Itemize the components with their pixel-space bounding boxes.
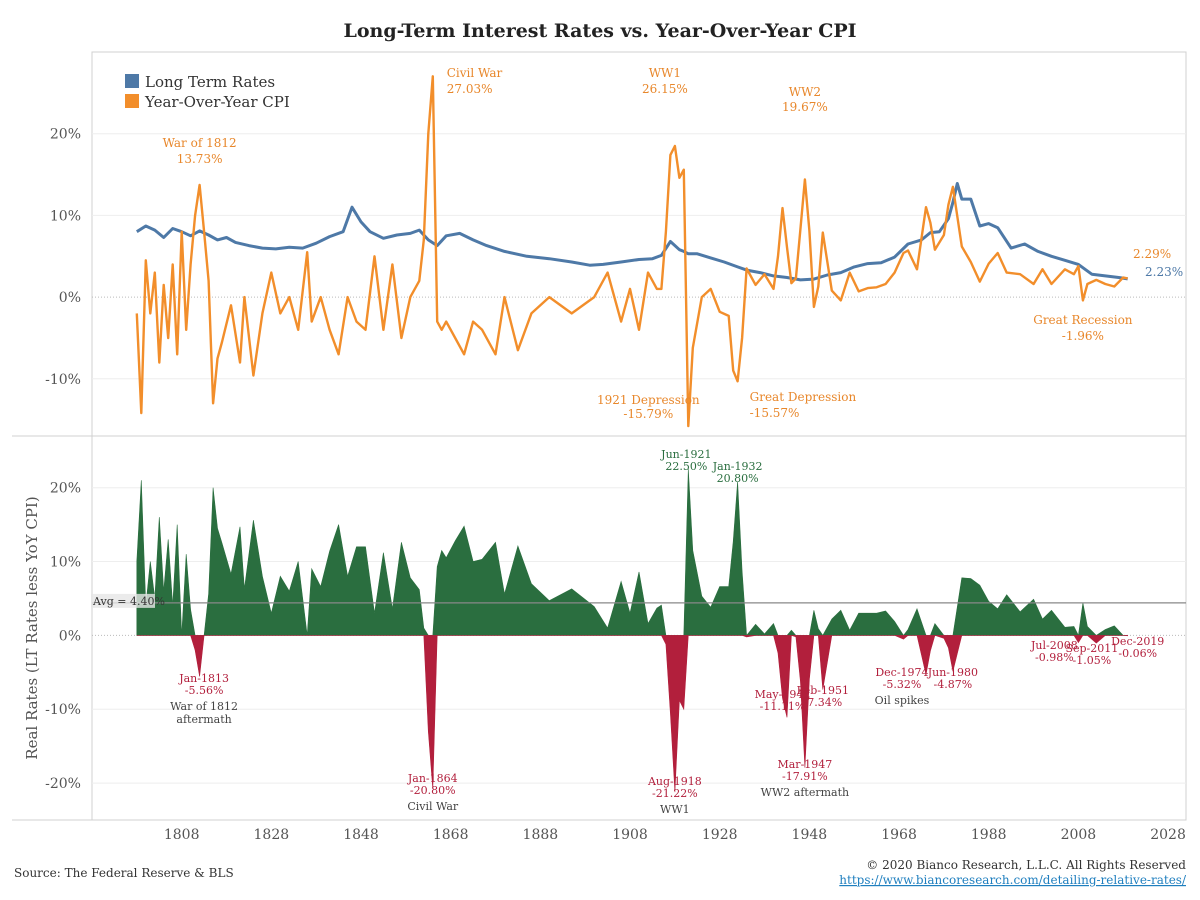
bottom-annotation-value: -20.80% [410, 784, 456, 797]
bottom-annotation-note: Oil spikes [875, 694, 930, 707]
series-line-long-term-rates [135, 182, 1128, 282]
top-annotation-label: Civil War [447, 66, 503, 80]
bottom-annotation-date: Mar-1947 [777, 758, 832, 771]
end-label-yoy-cpi: 2.29% [1133, 247, 1171, 261]
top-annotation-label: War of 1812 [163, 136, 237, 150]
bottom-annotation-value: -5.32% [883, 678, 922, 691]
chart-title: Long-Term Interest Rates vs. Year-Over-Y… [343, 20, 856, 42]
bottom-y-tick-label: 0% [59, 628, 81, 644]
top-annotation-value: 27.03% [447, 82, 493, 96]
real-rates-negative-area [136, 634, 1128, 793]
bottom-y-tick-label: -20% [45, 776, 81, 792]
bottom-annotation-date: Jun-1980 [927, 666, 978, 679]
top-y-tick-label: 0% [59, 290, 81, 306]
bottom-annotation-note: War of 1812 [170, 700, 238, 713]
x-tick-label: 1808 [164, 827, 200, 843]
bottom-annotation-date: Dec-2019 [1111, 635, 1164, 648]
bottom-annotation-date: Sep-2011 [1065, 642, 1118, 655]
bottom-y-tick-label: 20% [50, 481, 81, 497]
x-tick-label: 1928 [702, 827, 738, 843]
bottom-annotation-date: Jul-2008 [1030, 639, 1078, 652]
legend-swatch-long-term-rates [125, 74, 139, 88]
top-annotation-label: Great Depression [750, 390, 857, 404]
source-link[interactable]: https://www.biancoresearch.com/detailing… [839, 873, 1187, 887]
end-label-long-term-rates: 2.23% [1145, 265, 1183, 279]
bottom-annotation-note: aftermath [176, 713, 231, 726]
bottom-y-tick-label: 10% [50, 555, 81, 571]
top-annotation-value: -15.57% [750, 406, 800, 420]
real-rates-positive-area [136, 469, 1128, 637]
top-annotation-value: 13.73% [177, 152, 223, 166]
bottom-annotation-value: 20.80% [717, 472, 759, 485]
bottom-annotation-value: -0.06% [1118, 647, 1157, 660]
top-y-tick-label: 10% [50, 208, 81, 224]
bottom-annotation-date: Jan-1932 [712, 460, 763, 473]
x-tick-label: 1948 [792, 827, 828, 843]
top-annotation-value: -1.96% [1062, 329, 1104, 343]
x-tick-label: 1968 [881, 827, 917, 843]
top-annotation-value: -15.79% [623, 407, 673, 421]
top-annotation-label: 1921 Depression [597, 393, 700, 407]
bottom-annotation-date: Jan-1813 [178, 672, 229, 685]
x-tick-label: 2008 [1061, 827, 1097, 843]
x-tick-label: 1848 [343, 827, 379, 843]
bottom-annotation-value: -11.11% [760, 700, 806, 713]
x-tick-label: 2028 [1150, 827, 1186, 843]
series-line-yoy-cpi [135, 75, 1128, 428]
bottom-annotation-note: WW2 aftermath [761, 786, 849, 799]
average-label-bg [91, 593, 155, 608]
bottom-annotation-date: Jan-1864 [407, 772, 458, 785]
source-note: Source: The Federal Reserve & BLS [14, 866, 234, 880]
bottom-annotation-value: -5.56% [185, 684, 224, 697]
bottom-annotation-date: Feb-1951 [797, 684, 849, 697]
bottom-annotation-value: -4.87% [934, 678, 973, 691]
bottom-annotation-note: WW1 [660, 803, 690, 816]
legend-label-yoy-cpi: Year-Over-Year CPI [144, 93, 290, 111]
x-tick-label: 1828 [254, 827, 290, 843]
bottom-annotation-value: 22.50% [665, 460, 707, 473]
bottom-annotation-date: Jun-1921 [660, 448, 711, 461]
x-tick-label: 1868 [433, 827, 469, 843]
legend-swatch-yoy-cpi [125, 94, 139, 108]
average-label: Avg = 4.40% [92, 595, 165, 608]
bottom-annotation-value: -1.05% [1073, 654, 1112, 667]
bottom-y-axis-label: Real Rates (LT Rates less YoY CPI) [23, 496, 41, 759]
top-annotation-label: Great Recession [1033, 313, 1133, 327]
x-tick-label: 1888 [523, 827, 559, 843]
x-tick-label: 1908 [612, 827, 648, 843]
top-annotation-label: WW2 [789, 85, 821, 99]
bottom-annotation-date: Dec-1974 [875, 666, 928, 679]
top-y-tick-label: 20% [50, 127, 81, 143]
x-tick-label: 1988 [971, 827, 1007, 843]
bottom-annotation-value: -7.34% [803, 696, 842, 709]
top-annotation-value: 26.15% [642, 82, 688, 96]
copyright-note: © 2020 Bianco Research, L.L.C. All Right… [866, 858, 1186, 872]
bottom-annotation-date: Aug-1918 [647, 775, 702, 788]
legend-label-long-term-rates: Long Term Rates [145, 73, 275, 91]
top-annotation-value: 19.67% [782, 100, 828, 114]
bottom-y-tick-label: -10% [45, 702, 81, 718]
bottom-annotation-value: -17.91% [782, 770, 828, 783]
top-annotation-label: WW1 [649, 66, 681, 80]
bottom-annotation-value: -0.98% [1035, 651, 1074, 664]
top-y-tick-label: -10% [45, 372, 81, 388]
bottom-annotation-note: Civil War [407, 800, 459, 813]
bottom-annotation-date: May-1942 [755, 688, 811, 701]
top-panel: 20% 10% 0% -10% War of 1812 13.73% Civil War 27… [45, 66, 1186, 428]
bottom-panel: 20% 10% 0% -10% -20% Avg = 4.40% 1808 1828 1848 1… [45, 448, 1186, 843]
bottom-annotation-value: -21.22% [652, 787, 698, 800]
legend: Long Term Rates Year-Over-Year CPI [125, 73, 290, 111]
